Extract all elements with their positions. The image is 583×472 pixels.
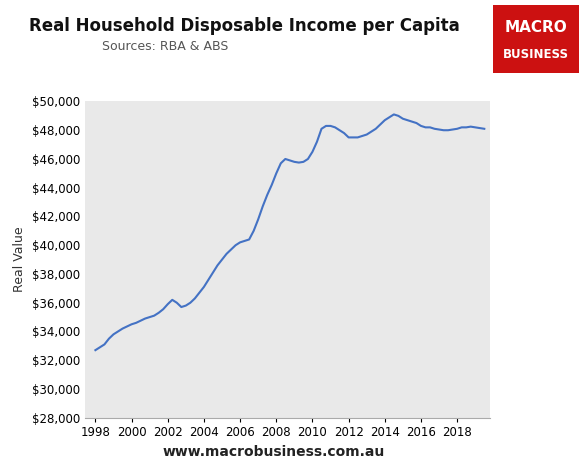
Text: BUSINESS: BUSINESS	[503, 48, 569, 61]
Text: Real Household Disposable Income per Capita: Real Household Disposable Income per Cap…	[30, 17, 460, 34]
Text: www.macrobusiness.com.au: www.macrobusiness.com.au	[163, 445, 385, 459]
Text: Sources: RBA & ABS: Sources: RBA & ABS	[102, 40, 229, 53]
Text: MACRO: MACRO	[504, 20, 567, 35]
Y-axis label: Real Value: Real Value	[13, 227, 26, 293]
